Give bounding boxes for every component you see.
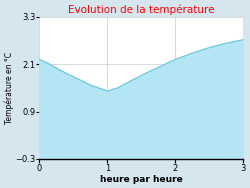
Y-axis label: Température en °C: Température en °C (4, 52, 14, 124)
X-axis label: heure par heure: heure par heure (100, 175, 183, 184)
Title: Evolution de la température: Evolution de la température (68, 4, 214, 15)
